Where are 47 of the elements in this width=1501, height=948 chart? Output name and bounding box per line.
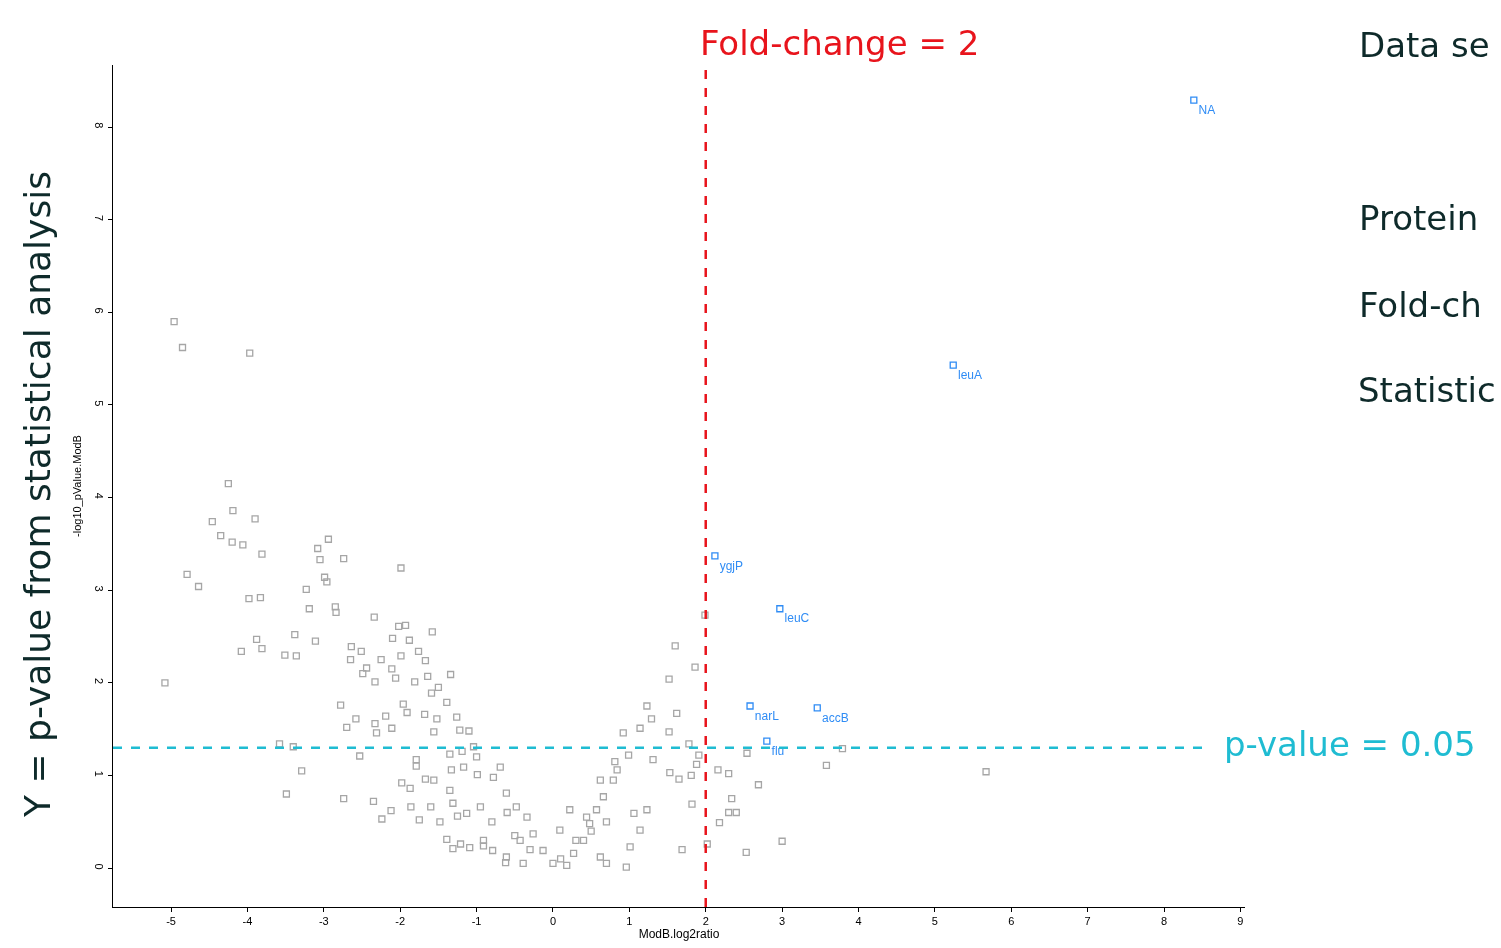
y-tick-label: 5 [92, 400, 105, 407]
data-label: narL [754, 708, 780, 723]
point [746, 702, 754, 710]
y-tick-label: 2 [92, 678, 105, 685]
data-label: leuA [957, 367, 982, 382]
point [813, 704, 821, 712]
x-tick-label: 7 [1084, 915, 1091, 928]
data-label: accB [822, 710, 849, 725]
text: Statistic [1358, 370, 1496, 410]
x-tick-label: -3 [318, 915, 329, 928]
point [949, 361, 957, 369]
point [711, 552, 719, 560]
y-tick-label: 8 [92, 122, 105, 129]
ref-line-label: Fold-change = 2 [700, 23, 980, 63]
y-tick-label: 6 [92, 307, 105, 314]
data-label: leuC [784, 611, 810, 626]
x-tick-label: -5 [166, 915, 176, 928]
x-tick-label: 9 [1237, 915, 1244, 928]
text: Data se [1359, 25, 1490, 65]
y-tick-label: 7 [92, 214, 105, 222]
x-tick-label: -2 [395, 915, 406, 928]
y-tick-label: 3 [92, 585, 105, 592]
x-tick-label: 1 [626, 915, 633, 928]
y-tick-label: 0 [92, 863, 105, 870]
x-tick-label: 0 [549, 915, 557, 928]
text: Protein [1359, 198, 1479, 238]
x-tick-label: 4 [855, 915, 862, 928]
annotation: p-value = 0.05 [1224, 724, 1476, 764]
point [763, 737, 771, 745]
y-tick-label: 1 [92, 770, 105, 777]
x-tick-label: 5 [931, 915, 938, 928]
text: Y = p-value from statistical analysis [17, 171, 58, 818]
data-label: flu [771, 743, 785, 758]
x-axis-title: ModB.log2ratio [638, 927, 720, 942]
x-tick-label: -4 [242, 915, 253, 928]
x-tick-label: 6 [1008, 915, 1015, 928]
data-label: NA [1198, 102, 1216, 117]
x-tick-label: -1 [471, 915, 482, 928]
x-tick-label: 8 [1160, 915, 1168, 928]
text: Fold-ch [1359, 285, 1482, 325]
y-axis-title: -log10_pValue.ModB [71, 435, 84, 537]
point [1190, 96, 1198, 104]
data-label: ygjP [719, 558, 743, 573]
x-tick-label: 3 [779, 915, 786, 928]
point [776, 605, 784, 613]
x-tick-label: 2 [702, 915, 709, 928]
y-tick-label: 4 [92, 492, 105, 499]
